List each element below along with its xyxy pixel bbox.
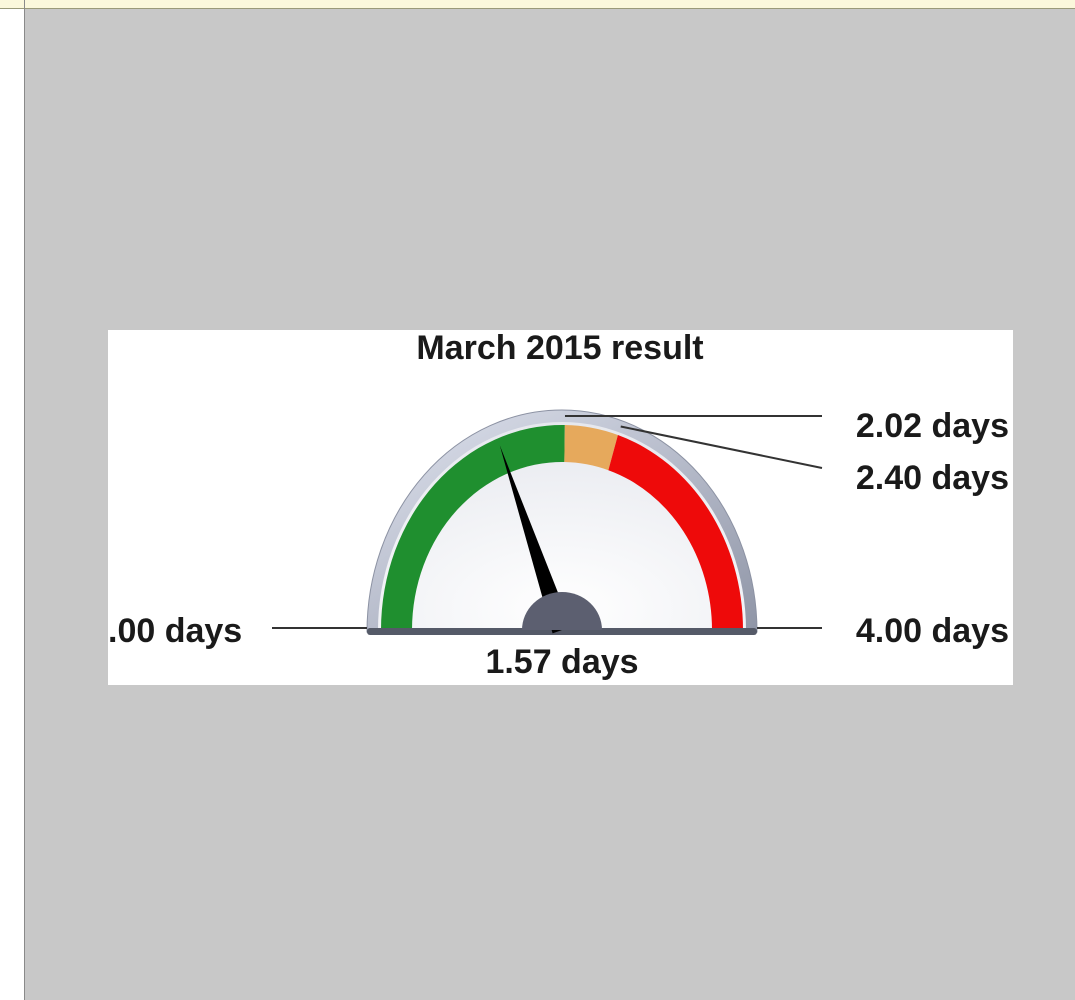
tick-leader [620, 425, 823, 469]
left-strip [0, 9, 24, 1000]
tick-label: 2.40 days [856, 459, 1009, 497]
tick-label: .00 days [108, 612, 242, 650]
tick-label: 2.02 days [856, 407, 1009, 445]
gauge-band [564, 425, 618, 471]
gauge-needle [499, 445, 572, 634]
gauge-band [381, 425, 565, 630]
chart-title: March 2015 result [416, 329, 703, 367]
gauge-base [367, 628, 757, 635]
tick-label: 4.00 days [856, 612, 1009, 650]
gauge-value-label: 1.57 days [485, 643, 638, 681]
gauge-band [608, 435, 743, 630]
gauge-hub [522, 592, 602, 630]
top-strip [0, 0, 1075, 8]
